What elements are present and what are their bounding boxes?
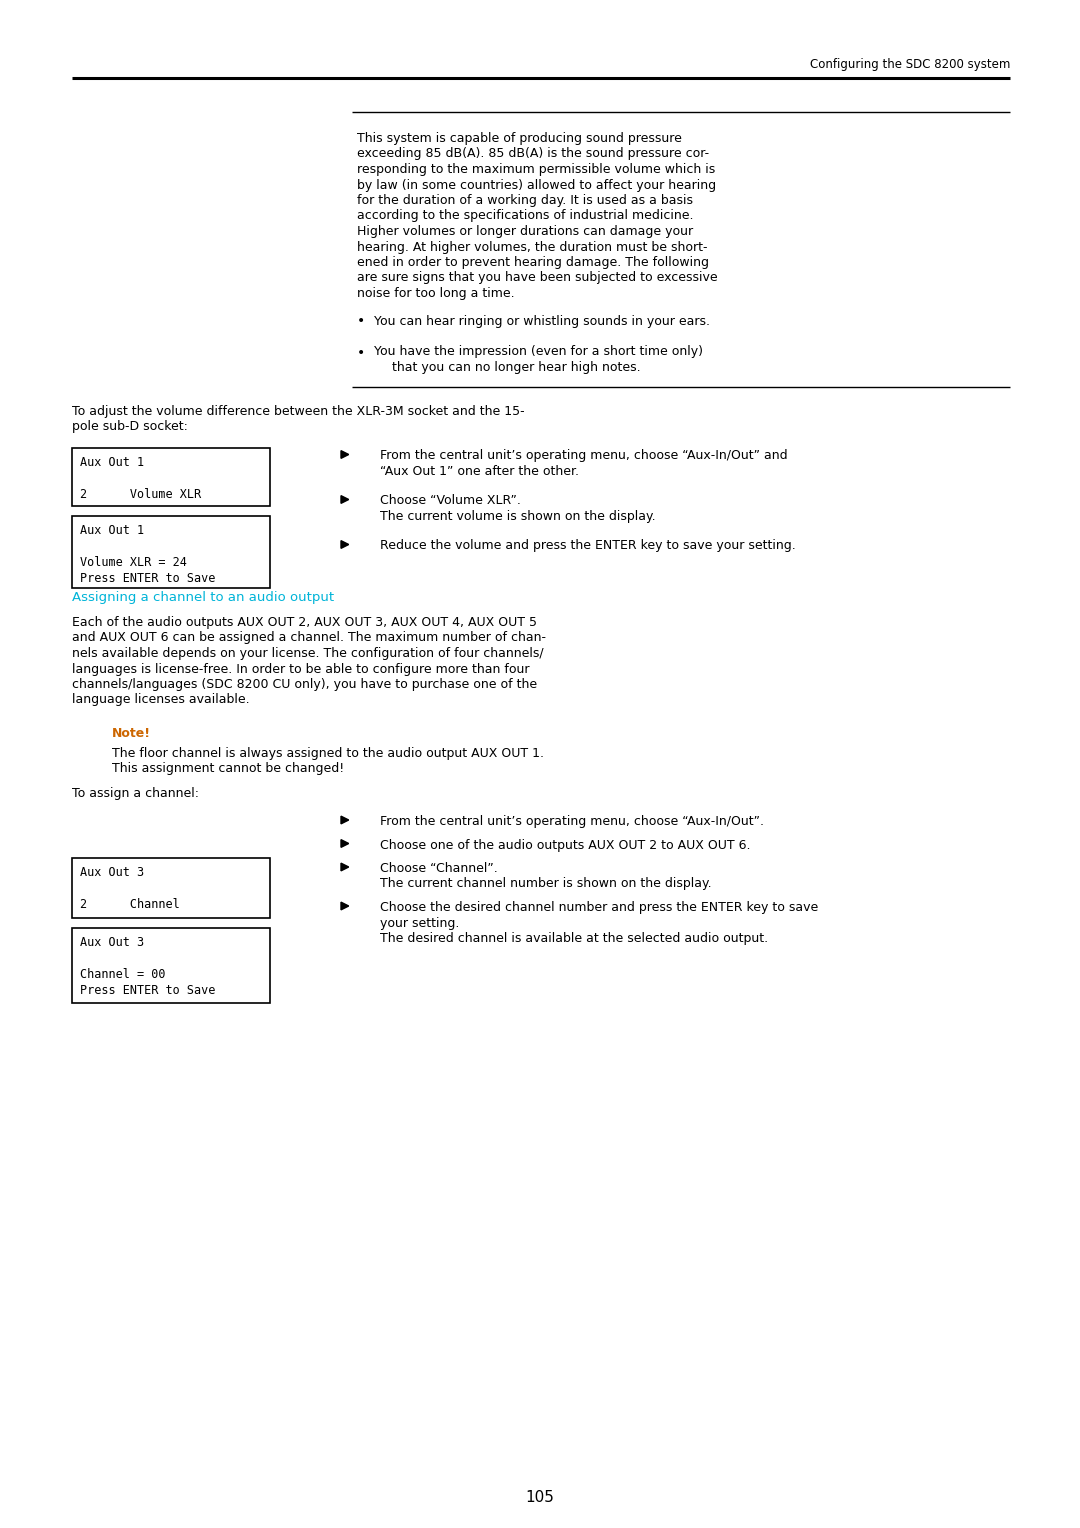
Text: To adjust the volume difference between the XLR-3M socket and the 15-: To adjust the volume difference between … <box>72 405 525 417</box>
Text: Press ENTER to Save: Press ENTER to Save <box>80 984 215 996</box>
Text: The desired channel is available at the selected audio output.: The desired channel is available at the … <box>380 932 768 944</box>
Text: Aux Out 3: Aux Out 3 <box>80 866 144 879</box>
Text: according to the specifications of industrial medicine.: according to the specifications of indus… <box>357 209 693 223</box>
Text: ened in order to prevent hearing damage. The following: ened in order to prevent hearing damage.… <box>357 257 708 269</box>
Text: Volume XLR = 24: Volume XLR = 24 <box>80 556 187 568</box>
Text: pole sub-D socket:: pole sub-D socket: <box>72 420 188 432</box>
Text: and AUX OUT 6 can be assigned a channel. The maximum number of chan-: and AUX OUT 6 can be assigned a channel.… <box>72 631 546 645</box>
Polygon shape <box>341 495 349 503</box>
Polygon shape <box>341 902 349 909</box>
Text: for the duration of a working day. It is used as a basis: for the duration of a working day. It is… <box>357 194 693 206</box>
Text: exceeding 85 dB(A). 85 dB(A) is the sound pressure cor-: exceeding 85 dB(A). 85 dB(A) is the soun… <box>357 148 710 160</box>
Text: channels/languages (SDC 8200 CU only), you have to purchase one of the: channels/languages (SDC 8200 CU only), y… <box>72 678 537 691</box>
Text: To assign a channel:: To assign a channel: <box>72 787 199 801</box>
Text: From the central unit’s operating menu, choose “Aux-In/Out” and: From the central unit’s operating menu, … <box>380 449 787 463</box>
Text: responding to the maximum permissible volume which is: responding to the maximum permissible vo… <box>357 163 715 176</box>
Text: Reduce the volume and press the ENTER key to save your setting.: Reduce the volume and press the ENTER ke… <box>380 539 796 553</box>
Text: The current volume is shown on the display.: The current volume is shown on the displ… <box>380 510 656 523</box>
Text: This system is capable of producing sound pressure: This system is capable of producing soun… <box>357 131 681 145</box>
Text: language licenses available.: language licenses available. <box>72 694 249 706</box>
Text: hearing. At higher volumes, the duration must be short-: hearing. At higher volumes, the duration… <box>357 240 707 254</box>
Text: Choose the desired channel number and press the ENTER key to save: Choose the desired channel number and pr… <box>380 902 819 914</box>
Text: by law (in some countries) allowed to affect your hearing: by law (in some countries) allowed to af… <box>357 179 716 191</box>
Text: •: • <box>357 315 365 329</box>
Text: noise for too long a time.: noise for too long a time. <box>357 287 515 299</box>
Text: Choose “Volume XLR”.: Choose “Volume XLR”. <box>380 495 521 507</box>
Text: Choose one of the audio outputs AUX OUT 2 to AUX OUT 6.: Choose one of the audio outputs AUX OUT … <box>380 839 751 851</box>
Text: Choose “Channel”.: Choose “Channel”. <box>380 862 498 876</box>
Text: You can hear ringing or whistling sounds in your ears.: You can hear ringing or whistling sounds… <box>374 315 710 327</box>
Text: “Aux Out 1” one after the other.: “Aux Out 1” one after the other. <box>380 465 579 478</box>
Text: Assigning a channel to an audio output: Assigning a channel to an audio output <box>72 590 334 604</box>
Text: Each of the audio outputs AUX OUT 2, AUX OUT 3, AUX OUT 4, AUX OUT 5: Each of the audio outputs AUX OUT 2, AUX… <box>72 616 537 630</box>
Text: your setting.: your setting. <box>380 917 459 929</box>
Text: Press ENTER to Save: Press ENTER to Save <box>80 571 215 585</box>
Polygon shape <box>341 541 349 549</box>
Bar <box>72 927 270 1002</box>
Polygon shape <box>341 840 349 848</box>
Text: 2      Volume XLR: 2 Volume XLR <box>80 487 201 501</box>
Text: Aux Out 1: Aux Out 1 <box>80 455 144 469</box>
Text: Configuring the SDC 8200 system: Configuring the SDC 8200 system <box>810 58 1010 70</box>
Text: •: • <box>357 345 365 359</box>
Text: This assignment cannot be changed!: This assignment cannot be changed! <box>112 762 345 775</box>
Text: that you can no longer hear high notes.: that you can no longer hear high notes. <box>392 361 640 374</box>
Polygon shape <box>341 451 349 458</box>
Text: Channel = 00: Channel = 00 <box>80 969 165 981</box>
Text: nels available depends on your license. The configuration of four channels/: nels available depends on your license. … <box>72 646 543 660</box>
Bar <box>72 448 270 506</box>
Text: You have the impression (even for a short time only): You have the impression (even for a shor… <box>374 345 703 359</box>
Text: 105: 105 <box>526 1490 554 1505</box>
Text: languages is license-free. In order to be able to configure more than four: languages is license-free. In order to b… <box>72 663 529 675</box>
Text: Note!: Note! <box>112 727 151 740</box>
Text: The floor channel is always assigned to the audio output AUX OUT 1.: The floor channel is always assigned to … <box>112 747 544 759</box>
Text: are sure signs that you have been subjected to excessive: are sure signs that you have been subjec… <box>357 272 717 284</box>
Text: The current channel number is shown on the display.: The current channel number is shown on t… <box>380 877 712 891</box>
Text: From the central unit’s operating menu, choose “Aux-In/Out”.: From the central unit’s operating menu, … <box>380 814 764 828</box>
Text: Higher volumes or longer durations can damage your: Higher volumes or longer durations can d… <box>357 225 693 238</box>
Polygon shape <box>341 816 349 824</box>
Polygon shape <box>341 863 349 871</box>
Text: 2      Channel: 2 Channel <box>80 898 179 911</box>
Bar <box>72 859 270 918</box>
Text: Aux Out 3: Aux Out 3 <box>80 937 144 949</box>
Bar <box>72 515 270 587</box>
Text: Aux Out 1: Aux Out 1 <box>80 524 144 536</box>
